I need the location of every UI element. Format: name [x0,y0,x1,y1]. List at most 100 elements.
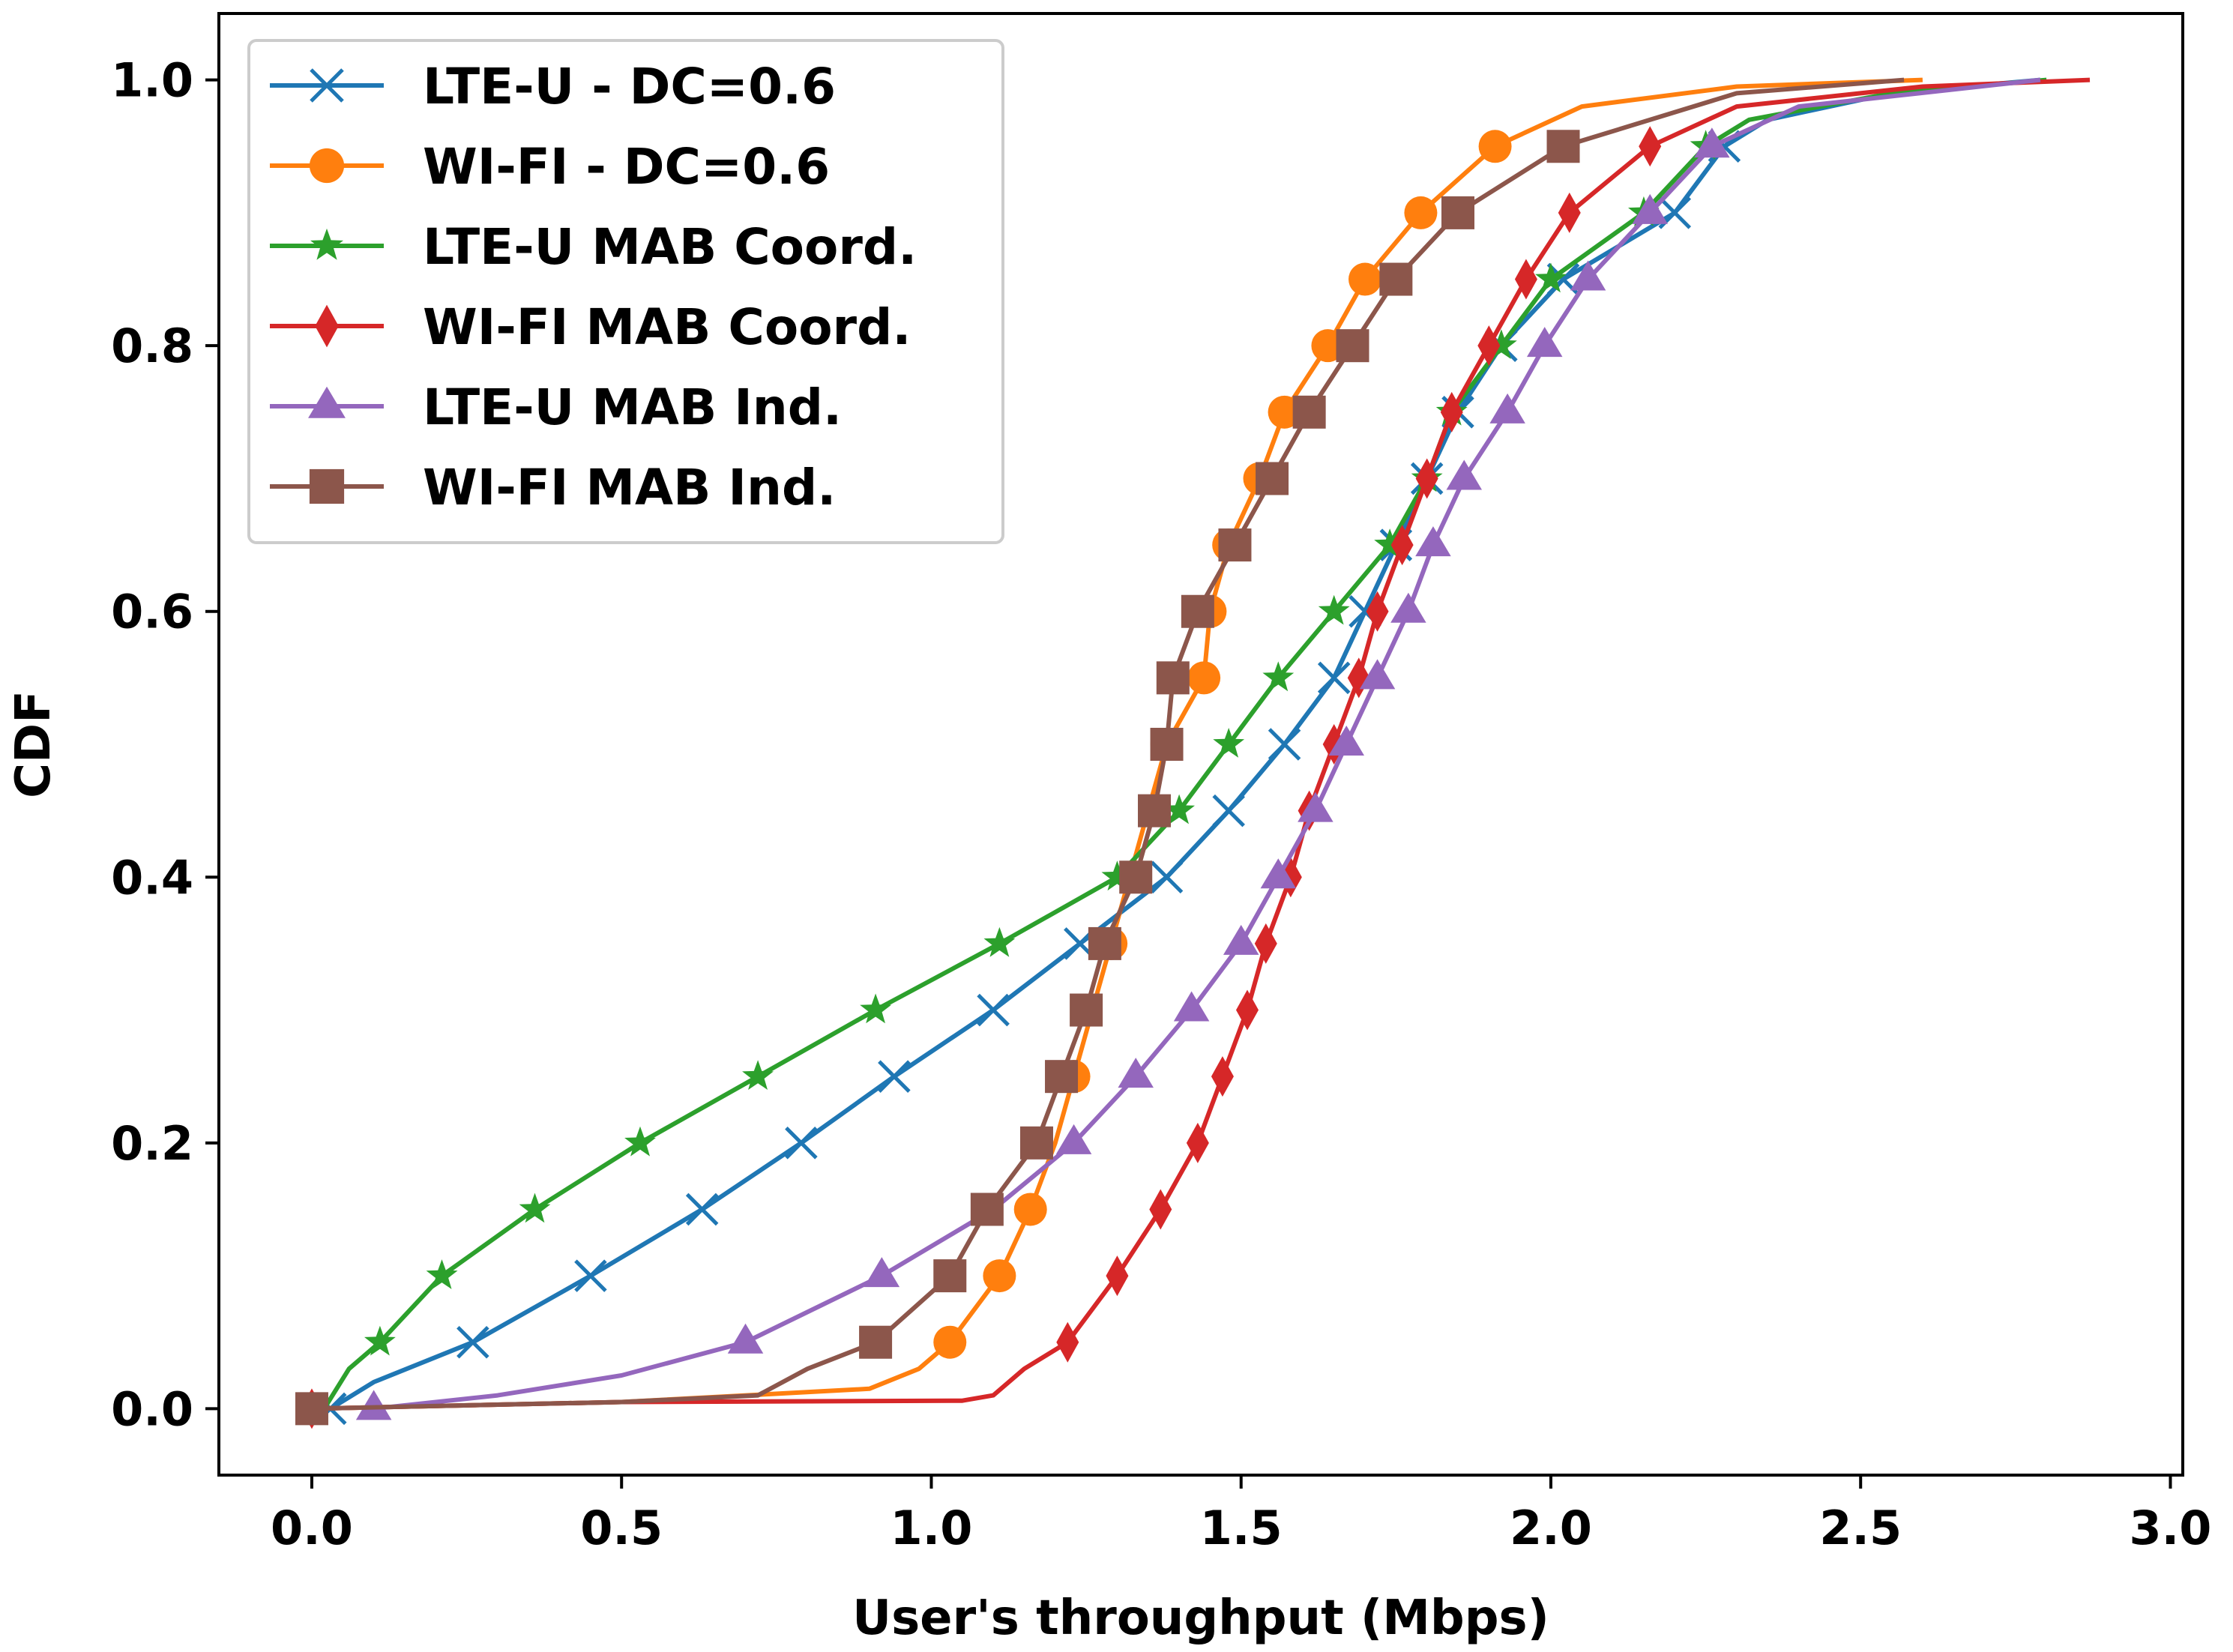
data-point-marker [1119,860,1153,894]
data-point-marker [1558,192,1581,233]
x-tick-label: 1.5 [1200,1501,1283,1555]
y-tick-label: 0.0 [111,1381,193,1436]
data-point-marker [1379,262,1413,296]
legend-label: WI-FI MAB Coord. [423,298,911,356]
plot-frame [217,12,2184,1477]
data-point-marker [1223,924,1259,955]
legend: LTE-U - DC=0.6 WI-FI - DC=0.6 LTE-U MAB Co… [247,39,1004,544]
data-point-marker [1446,459,1483,490]
series-lte-u-dc-0-6 [314,77,2041,1426]
data-point-marker [1013,1193,1047,1226]
data-point-marker [685,1193,719,1226]
data-point-marker [1415,526,1451,557]
data-point-marker [1055,1124,1092,1154]
data-point-marker [309,148,345,184]
legend-label: WI-FI MAB Ind. [423,459,836,516]
data-point-marker [1235,989,1259,1031]
legend-item: WI-FI MAB Coord. [270,298,911,356]
data-point-marker [1150,728,1184,761]
legend-box [247,39,1004,544]
data-point-marker [1292,395,1326,429]
data-point-marker [1019,1126,1053,1160]
data-point-marker [1070,993,1103,1027]
series-line [329,77,2041,1411]
data-point-marker [1546,130,1580,163]
y-axis-ticks: 0.0 0.2 0.4 0.6 0.8 1.0 [111,53,219,1436]
legend-item: WI-FI - DC=0.6 [270,138,830,196]
data-point-marker [1101,860,1133,891]
data-point-marker [1485,329,1517,359]
x-axis-ticks: 0.0 0.5 1.0 1.5 2.0 2.5 3.0 [271,1475,2211,1555]
data-point-marker [1478,130,1512,163]
x-tick-label: 3.0 [2130,1501,2212,1555]
data-point-marker [983,1259,1016,1293]
series-lte-u-mab-ind- [355,77,2041,1420]
data-point-marker [860,993,891,1024]
data-point-marker [295,1392,328,1426]
data-point-marker [1632,193,1668,224]
data-point-marker [1390,592,1426,623]
data-point-marker [1138,794,1172,827]
data-point-marker [1088,926,1121,960]
data-point-marker [1268,728,1301,761]
data-point-marker [1254,923,1277,964]
data-point-marker [1639,126,1662,167]
data-point-marker [1311,329,1345,363]
legend-label: LTE-U MAB Ind. [423,379,842,436]
data-point-marker [1218,528,1252,562]
data-point-marker [1186,1122,1209,1163]
y-axis-label: CDF [6,690,61,798]
legend-item: LTE-U - DC=0.6 [270,58,836,115]
data-point-marker [426,1259,458,1289]
data-point-marker [310,228,343,260]
legend-label: LTE-U MAB Coord. [423,218,917,276]
legend-item: WI-FI MAB Ind. [270,459,836,516]
data-point-marker [933,1325,967,1359]
data-point-marker [1150,860,1184,894]
data-point-marker [977,993,1010,1027]
legend-label: WI-FI - DC=0.6 [423,138,830,196]
data-point-marker [1156,661,1190,695]
data-point-marker [1415,458,1438,499]
data-point-marker [310,68,344,103]
data-point-marker [1336,329,1369,363]
x-tick-label: 2.0 [1510,1501,1592,1555]
data-point-marker [983,926,1016,957]
data-point-marker [456,1325,489,1359]
data-point-marker [859,1325,893,1359]
y-tick-label: 0.4 [111,850,193,905]
data-point-marker [727,1323,764,1354]
data-point-marker [1526,327,1563,358]
data-point-marker [1163,794,1195,825]
data-point-marker [624,1126,656,1157]
data-point-marker [1514,259,1537,300]
data-point-marker [878,1060,911,1093]
data-point-marker [1477,325,1501,367]
data-point-marker [1366,591,1389,632]
data-point-marker [1187,661,1221,695]
data-point-marker [1318,594,1350,625]
series-line [373,77,2041,1411]
y-tick-label: 0.6 [111,585,193,639]
data-point-marker [1260,858,1297,889]
data-point-marker [785,1127,818,1160]
data-point-marker [1535,262,1567,293]
data-point-marker [1440,391,1463,432]
data-point-marker [1211,1056,1234,1097]
data-point-marker [864,1257,900,1288]
x-tick-label: 0.0 [271,1501,353,1555]
legend-label: LTE-U - DC=0.6 [423,58,836,115]
x-tick-label: 0.5 [580,1501,663,1555]
data-point-marker [1268,395,1301,429]
x-axis-label: User's throughput (Mbps) [852,1591,1549,1646]
data-point-marker [1374,528,1405,558]
data-point-marker [355,1390,392,1420]
series-wi-fi-mab-ind- [295,77,1905,1426]
y-tick-label: 0.2 [111,1116,193,1171]
data-point-marker [309,468,345,504]
legend-item: LTE-U MAB Coord. [270,218,917,276]
data-point-marker [1489,393,1525,423]
data-point-marker [1359,659,1396,690]
series-layer [295,77,2091,1429]
